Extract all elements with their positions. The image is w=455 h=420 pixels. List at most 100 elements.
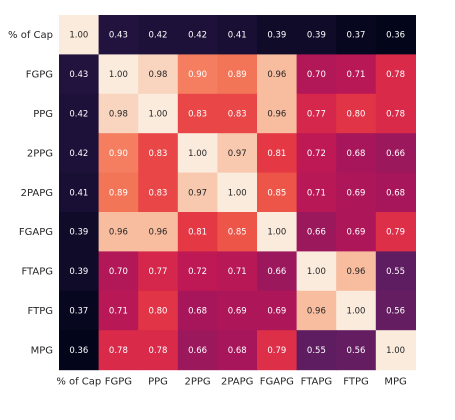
heatmap-cell xyxy=(336,290,377,331)
heatmap-cell xyxy=(217,133,258,174)
heatmap-cell xyxy=(98,93,139,134)
heatmap-cell xyxy=(257,15,298,55)
heatmap-cell-label: 0.98 xyxy=(149,70,168,80)
heatmap-cell-label: 0.77 xyxy=(307,110,326,120)
heatmap-cell-label: 0.55 xyxy=(307,346,326,356)
heatmap-cell-label: 0.66 xyxy=(307,228,326,238)
heatmap-cell xyxy=(375,54,416,95)
heatmap-cell-label: 1.00 xyxy=(347,307,366,317)
heatmap-cell xyxy=(177,290,218,331)
heatmap-cell xyxy=(59,93,100,134)
heatmap-cell xyxy=(177,15,218,55)
y-axis-tick-labels: % of Cap FGPG PPG 2PPG 2PAPG FGAPG FTAPG FTPG MP… xyxy=(8,30,53,356)
heatmap-cell-label: 0.70 xyxy=(109,267,128,277)
x-tick-label: FGAPG xyxy=(260,377,294,388)
heatmap-cell xyxy=(177,251,218,292)
heatmap-cell-label: 0.37 xyxy=(347,31,366,41)
heatmap-cell xyxy=(336,172,377,213)
heatmap-cell-label: 0.42 xyxy=(69,110,88,120)
heatmap-cell xyxy=(59,133,100,174)
y-tick-label: FGPG xyxy=(26,70,53,81)
x-tick-label: 2PPG xyxy=(185,377,211,388)
heatmap-cell xyxy=(257,290,298,331)
heatmap-cell xyxy=(59,251,100,292)
heatmap-cell xyxy=(138,290,179,331)
heatmap-cell-label: 0.43 xyxy=(109,31,128,41)
heatmap-cell xyxy=(296,251,337,292)
heatmap-cell-label: 0.66 xyxy=(267,267,286,277)
heatmap-cell-label: 0.69 xyxy=(267,307,286,317)
heatmap-cell-label: 0.79 xyxy=(386,228,405,238)
heatmap-cell-label: 0.71 xyxy=(347,70,366,80)
heatmap-cell xyxy=(296,15,337,55)
heatmap-cell-label: 0.68 xyxy=(228,346,247,356)
heatmap-cell-label: 0.42 xyxy=(188,31,207,41)
heatmap-cell-label: 0.78 xyxy=(386,110,405,120)
heatmap-cell-label: 0.66 xyxy=(188,346,207,356)
heatmap-cell-label: 0.71 xyxy=(307,188,326,198)
heatmap-cell-label: 0.85 xyxy=(267,188,286,198)
heatmap-cell xyxy=(59,172,100,213)
heatmap-cell-label: 0.78 xyxy=(109,346,128,356)
heatmap-cell xyxy=(257,330,298,371)
y-tick-label: 2PAPG xyxy=(21,188,53,199)
heatmap-cell-label: 0.97 xyxy=(228,149,247,159)
heatmap-cell xyxy=(177,330,218,371)
heatmap-cell xyxy=(296,290,337,331)
heatmap-cell xyxy=(177,93,218,134)
heatmap-cell xyxy=(217,172,258,213)
heatmap-cell xyxy=(138,330,179,371)
heatmap-cell xyxy=(177,212,218,252)
heatmap-cell-label: 0.56 xyxy=(386,307,405,317)
heatmap-cell-label: 0.68 xyxy=(347,149,366,159)
heatmap-cell-label: 0.36 xyxy=(69,346,88,356)
heatmap-cell xyxy=(375,93,416,134)
x-tick-label: FTAPG xyxy=(301,377,333,388)
heatmap-cell xyxy=(257,172,298,213)
heatmap-cell xyxy=(375,133,416,174)
y-tick-label: MPG xyxy=(31,345,53,356)
x-tick-label: % of Cap xyxy=(56,377,101,388)
y-tick-label: % of Cap xyxy=(8,30,53,41)
heatmap-cell-label: 1.00 xyxy=(386,346,405,356)
heatmap-cell-label: 0.43 xyxy=(69,70,88,80)
heatmap-cell xyxy=(98,172,139,213)
heatmap-cell-label: 0.56 xyxy=(347,346,366,356)
heatmap-cell-label: 0.96 xyxy=(109,228,128,238)
heatmap-cell-label: 0.37 xyxy=(69,307,88,317)
heatmap-cell-label: 0.77 xyxy=(149,267,168,277)
heatmap-cell xyxy=(59,54,100,95)
heatmap-cell-label: 1.00 xyxy=(69,31,88,41)
heatmap-cell xyxy=(336,212,377,252)
heatmap-cell xyxy=(296,93,337,134)
heatmap-cell-label: 0.79 xyxy=(267,346,286,356)
heatmap-cell xyxy=(336,15,377,55)
heatmap-cell xyxy=(98,133,139,174)
heatmap-cell-label: 0.83 xyxy=(188,110,207,120)
heatmap-cell xyxy=(296,212,337,252)
heatmap-cell-label: 0.96 xyxy=(307,307,326,317)
y-tick-label: FTPG xyxy=(28,306,53,317)
heatmap-cell xyxy=(138,15,179,55)
y-tick-label: 2PPG xyxy=(27,148,53,159)
heatmap-cell-label: 0.42 xyxy=(69,149,88,159)
x-tick-label: 2PAPG xyxy=(221,377,253,388)
heatmap-cell-label: 1.00 xyxy=(149,110,168,120)
heatmap-cell-label: 0.39 xyxy=(69,267,88,277)
heatmap-cell-label: 0.42 xyxy=(149,31,168,41)
heatmap-cell xyxy=(296,133,337,174)
heatmap-cell-label: 0.85 xyxy=(228,228,247,238)
heatmap-cell xyxy=(336,93,377,134)
heatmap-cell xyxy=(217,290,258,331)
heatmap-cell xyxy=(336,133,377,174)
heatmap-cell xyxy=(336,54,377,95)
heatmap-cell xyxy=(257,133,298,174)
heatmap-cell xyxy=(138,54,179,95)
heatmap-cell xyxy=(177,54,218,95)
heatmap-cell-label: 1.00 xyxy=(109,70,128,80)
heatmap-cell xyxy=(296,54,337,95)
heatmap-cell-label: 1.00 xyxy=(188,149,207,159)
heatmap-cells: 1.00 0.43 0.42 0.42 0.41 0.39 0.39 0.37 0.36 0.43… xyxy=(59,15,416,371)
heatmap-cell xyxy=(336,330,377,371)
heatmap-cell-label: 0.97 xyxy=(188,188,207,198)
